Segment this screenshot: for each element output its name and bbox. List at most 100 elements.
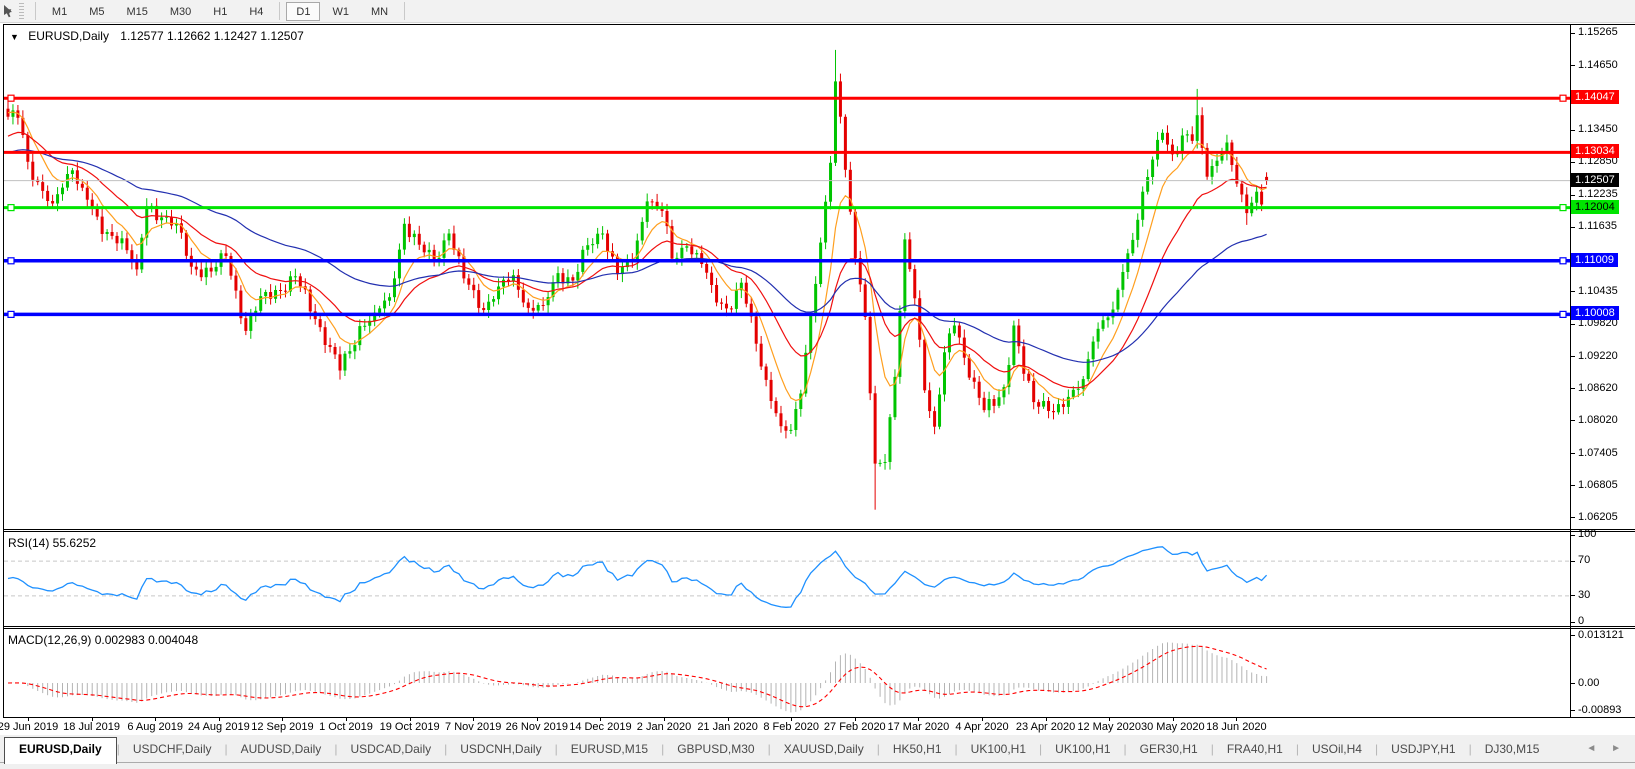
date-axis-border — [3, 717, 1635, 718]
date-tick — [155, 717, 157, 721]
timeframe-button-h1[interactable]: H1 — [213, 5, 228, 18]
rsi-indicator-label: RSI(14) 55.6252 — [8, 536, 97, 550]
chart-tab-hk50-h1[interactable]: HK50,H1 — [892, 742, 942, 756]
date-tick — [473, 717, 475, 721]
price-tick — [1571, 388, 1575, 390]
timeframe-button-w1[interactable]: W1 — [332, 5, 349, 18]
tab-separator: | — [661, 742, 665, 756]
chart-tab-dj30-m15[interactable]: DJ30,M15 — [1484, 742, 1540, 756]
chart-tab-bar: EURUSD,Daily | USDCHF,Daily | AUDUSD,Daily | U… — [0, 735, 1635, 769]
toolbar-grip[interactable] — [18, 3, 24, 19]
main-chart-canvas[interactable] — [4, 25, 1570, 529]
macd-splitter[interactable] — [3, 626, 1635, 627]
date-label: 24 Aug 2019 — [187, 721, 250, 733]
price-line-label-1.12507: 1.12507 — [1571, 172, 1619, 187]
chart-tab-xauusd-daily[interactable]: XAUUSD,Daily — [783, 742, 864, 756]
chart-tab-eurusd-daily[interactable]: EURUSD,Daily — [4, 737, 117, 764]
date-tick — [218, 717, 220, 721]
timeframe-button-m30[interactable]: M30 — [169, 5, 192, 18]
price-tick-label: 1.12235 — [1578, 188, 1618, 201]
tab-separator: | — [334, 742, 338, 756]
tab-separator: | — [444, 742, 448, 756]
date-label: 14 Dec 2019 — [569, 721, 632, 733]
price-tick-label: 1.14650 — [1578, 58, 1618, 71]
date-tick — [346, 717, 347, 721]
price-axis-border — [1570, 24, 1571, 718]
tab-separator: | — [1123, 742, 1127, 756]
timeframe-button-m5[interactable]: M5 — [89, 5, 105, 18]
chart-tab-gbpusd-m30[interactable]: GBPUSD,M30 — [677, 742, 755, 756]
chart-tab-usdjpy-h1[interactable]: USDJPY,H1 — [1391, 742, 1456, 756]
chart-border-left — [3, 24, 4, 718]
chart-tab-usoil-h4[interactable]: USOil,H4 — [1311, 742, 1362, 756]
price-tick — [1571, 323, 1575, 325]
timeframe-button-mn[interactable]: MN — [370, 5, 389, 18]
chart-tab-usdcnh-daily[interactable]: USDCNH,Daily — [460, 742, 542, 756]
chart-border-top — [3, 24, 1635, 25]
timeframe-button-m1[interactable]: M1 — [51, 5, 68, 18]
tab-separator: | — [954, 742, 958, 756]
timeframe-button-h4[interactable]: H4 — [249, 5, 264, 18]
price-tick-label: 1.06805 — [1578, 478, 1618, 491]
date-label: 6 Aug 2019 — [127, 721, 184, 733]
price-tick — [1571, 161, 1575, 163]
date-label: 21 Jan 2020 — [697, 721, 758, 733]
tab-separator: | — [767, 742, 771, 756]
rsi-tick — [1571, 621, 1575, 623]
price-line-label-1.13034: 1.13034 — [1571, 144, 1619, 159]
price-tick — [1571, 356, 1575, 358]
tabs-scroll-right-icon[interactable]: ► — [1611, 743, 1627, 754]
chart-tab-ger30-h1[interactable]: GER30,H1 — [1139, 742, 1198, 756]
macd-chart-canvas[interactable] — [4, 629, 1570, 717]
timeframe-button-d1[interactable]: D1 — [286, 1, 321, 21]
date-label: 8 Feb 2020 — [763, 721, 820, 733]
rsi-axis-label: 30 — [1578, 588, 1591, 601]
date-tick — [727, 717, 729, 721]
tabbar-baseline — [0, 762, 1635, 763]
date-tick — [91, 717, 93, 721]
chart-tab-usdcad-daily[interactable]: USDCAD,Daily — [350, 742, 432, 756]
chart-tab-eurusd-m15[interactable]: EURUSD,M15 — [570, 742, 649, 756]
date-label: 30 May 2020 — [1140, 721, 1205, 733]
chart-tab-uk100-h1[interactable]: UK100,H1 — [1055, 742, 1111, 756]
date-tick — [982, 717, 983, 721]
tab-separator: | — [116, 742, 120, 756]
price-tick — [1571, 32, 1575, 34]
cursor-tool-icon[interactable]: ▼ — [0, 5, 17, 18]
price-tick-label: 1.09220 — [1578, 349, 1618, 362]
chart-symbol-label: EURUSD,Daily — [28, 29, 109, 43]
macd-indicator-label: MACD(12,26,9) 0.002983 0.004048 — [8, 633, 199, 647]
rsi-axis-label: 0 — [1578, 615, 1585, 627]
collapse-chart-icon[interactable]: ▼ — [10, 32, 19, 42]
price-tick — [1571, 485, 1575, 487]
rsi-splitter-2 — [3, 531, 1635, 532]
toolbar-separator — [404, 2, 406, 20]
date-label: 17 Mar 2020 — [887, 721, 950, 733]
date-tick — [1109, 717, 1111, 721]
macd-axis-label: 0.013121 — [1578, 629, 1624, 642]
price-line-label-1.12004: 1.12004 — [1571, 199, 1619, 214]
price-tick-label: 1.07405 — [1578, 446, 1618, 459]
rsi-splitter[interactable] — [3, 529, 1635, 530]
rsi-chart-canvas[interactable] — [4, 532, 1570, 626]
price-tick — [1571, 291, 1575, 293]
date-label: 1 Oct 2019 — [319, 721, 373, 733]
toolbar-separator — [279, 2, 281, 20]
date-tick — [1172, 717, 1174, 721]
date-label: 19 Oct 2019 — [379, 721, 440, 733]
price-tick — [1571, 420, 1575, 422]
tabs-scroll-left-icon[interactable]: ◄ — [1586, 743, 1603, 754]
timeframe-button-m15[interactable]: M15 — [126, 5, 148, 18]
chart-tab-uk100-h1[interactable]: UK100,H1 — [970, 742, 1027, 756]
chart-tab-audusd-daily[interactable]: AUDUSD,Daily — [240, 742, 322, 756]
toolbar-separator — [34, 2, 36, 20]
date-tick — [1236, 717, 1238, 721]
date-tick — [1045, 717, 1047, 721]
price-tick — [1571, 453, 1575, 455]
price-tick-label: 1.09820 — [1578, 317, 1618, 330]
chart-tab-usdchf-daily[interactable]: USDCHF,Daily — [132, 742, 212, 756]
price-tick — [1571, 517, 1575, 519]
price-tick-label: 1.10435 — [1578, 284, 1618, 297]
macd-splitter-2 — [3, 628, 1635, 629]
chart-tab-fra40-h1[interactable]: FRA40,H1 — [1226, 742, 1283, 756]
